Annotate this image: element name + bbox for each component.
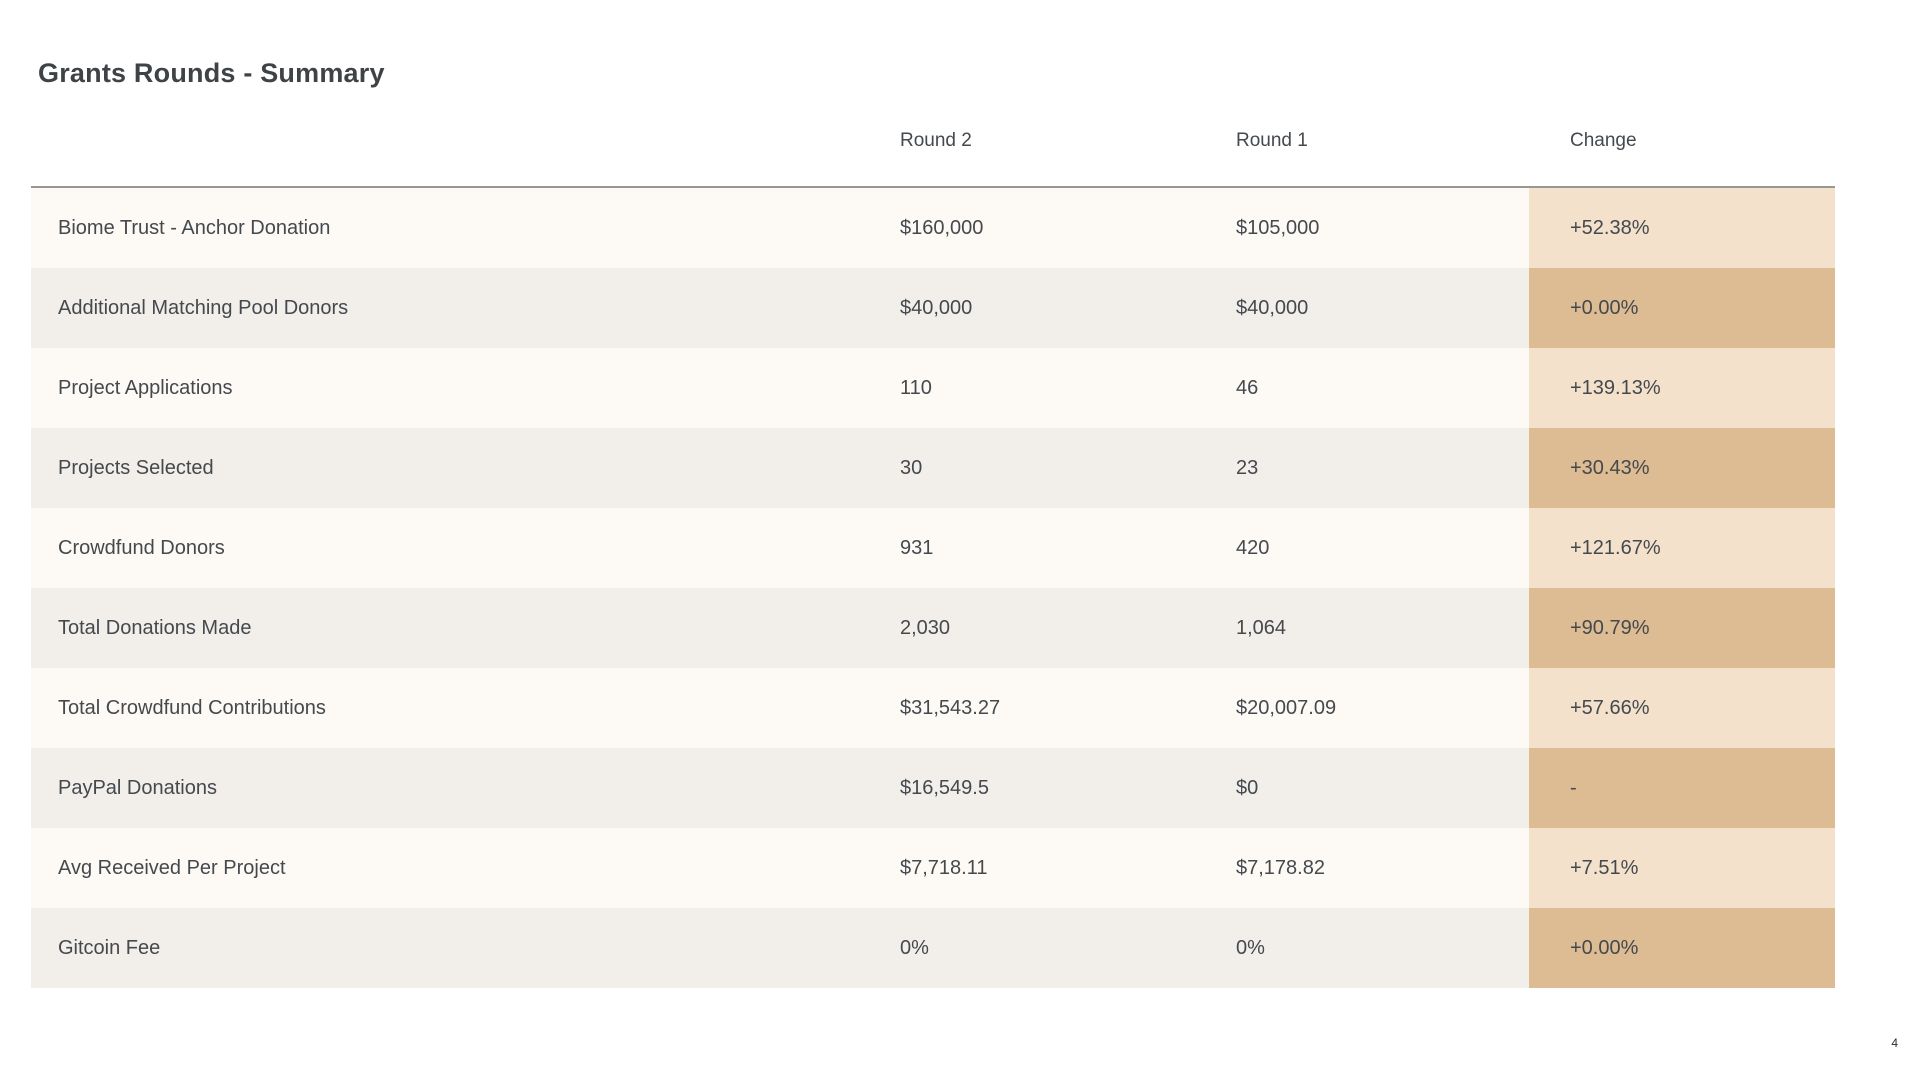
row-change: +0.00% xyxy=(1529,908,1835,988)
row-round1: 1,064 xyxy=(1195,588,1529,668)
row-round2: $7,718.11 xyxy=(859,828,1195,908)
row-label: Total Donations Made xyxy=(31,588,859,668)
table-body: Biome Trust - Anchor Donation $160,000 $… xyxy=(31,188,1835,988)
row-round1: 420 xyxy=(1195,508,1529,588)
row-change: - xyxy=(1529,748,1835,828)
table-row: Avg Received Per Project $7,718.11 $7,17… xyxy=(31,828,1835,908)
row-round2: $160,000 xyxy=(859,188,1195,268)
page-number: 4 xyxy=(1891,1036,1898,1050)
row-round2: 2,030 xyxy=(859,588,1195,668)
table-row: Additional Matching Pool Donors $40,000 … xyxy=(31,268,1835,348)
row-round1: $0 xyxy=(1195,748,1529,828)
row-round2: 30 xyxy=(859,428,1195,508)
table-row: Projects Selected 30 23 +30.43% xyxy=(31,428,1835,508)
table-row: Total Donations Made 2,030 1,064 +90.79% xyxy=(31,588,1835,668)
row-change: +52.38% xyxy=(1529,188,1835,268)
page-title: Grants Rounds - Summary xyxy=(38,58,385,88)
row-round2: 931 xyxy=(859,508,1195,588)
row-change: +7.51% xyxy=(1529,828,1835,908)
row-label: Gitcoin Fee xyxy=(31,908,859,988)
table-header-row: Round 2 Round 1 Change xyxy=(31,96,1835,188)
row-round1: 46 xyxy=(1195,348,1529,428)
row-label: PayPal Donations xyxy=(31,748,859,828)
row-label: Additional Matching Pool Donors xyxy=(31,268,859,348)
row-round1: $20,007.09 xyxy=(1195,668,1529,748)
row-label: Avg Received Per Project xyxy=(31,828,859,908)
row-change: +0.00% xyxy=(1529,268,1835,348)
row-change: +121.67% xyxy=(1529,508,1835,588)
row-round2: $16,549.5 xyxy=(859,748,1195,828)
row-round1: $40,000 xyxy=(1195,268,1529,348)
table-row: Gitcoin Fee 0% 0% +0.00% xyxy=(31,908,1835,988)
row-change: +90.79% xyxy=(1529,588,1835,668)
row-round1: $7,178.82 xyxy=(1195,828,1529,908)
row-label: Crowdfund Donors xyxy=(31,508,859,588)
row-round2: 110 xyxy=(859,348,1195,428)
row-round1: $105,000 xyxy=(1195,188,1529,268)
table-row: PayPal Donations $16,549.5 $0 - xyxy=(31,748,1835,828)
row-round2: 0% xyxy=(859,908,1195,988)
table-row: Project Applications 110 46 +139.13% xyxy=(31,348,1835,428)
row-round2: $31,543.27 xyxy=(859,668,1195,748)
table-row: Biome Trust - Anchor Donation $160,000 $… xyxy=(31,188,1835,268)
row-label: Project Applications xyxy=(31,348,859,428)
row-label: Total Crowdfund Contributions xyxy=(31,668,859,748)
row-round1: 0% xyxy=(1195,908,1529,988)
row-change: +30.43% xyxy=(1529,428,1835,508)
table-row: Total Crowdfund Contributions $31,543.27… xyxy=(31,668,1835,748)
column-header-change: Change xyxy=(1570,130,1637,151)
column-header-round1: Round 1 xyxy=(1236,130,1308,151)
row-round1: 23 xyxy=(1195,428,1529,508)
row-label: Projects Selected xyxy=(31,428,859,508)
table-row: Crowdfund Donors 931 420 +121.67% xyxy=(31,508,1835,588)
row-change: +139.13% xyxy=(1529,348,1835,428)
row-change: +57.66% xyxy=(1529,668,1835,748)
grants-summary-table: Round 2 Round 1 Change Biome Trust - Anc… xyxy=(31,96,1835,988)
row-round2: $40,000 xyxy=(859,268,1195,348)
column-header-round2: Round 2 xyxy=(900,130,972,151)
row-label: Biome Trust - Anchor Donation xyxy=(31,188,859,268)
